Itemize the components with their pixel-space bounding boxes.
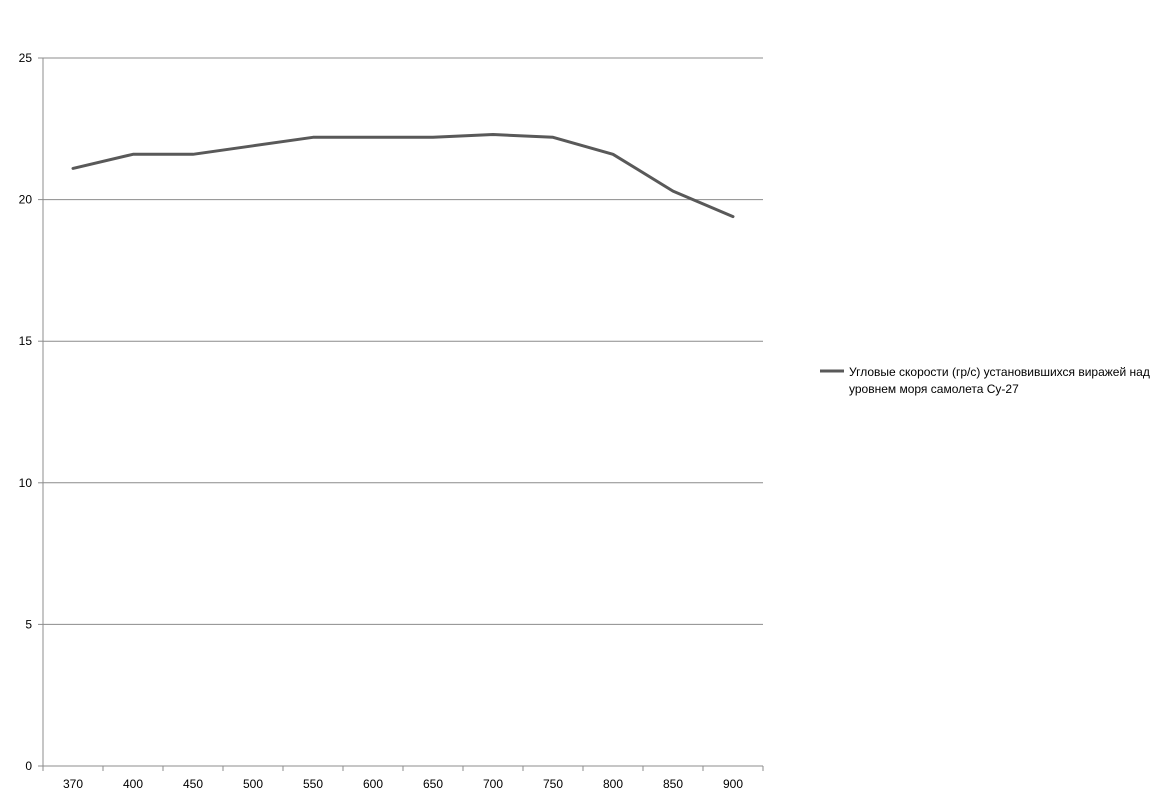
legend-label-line-2: уровнем моря самолета Су-27 <box>849 382 1019 396</box>
y-tick-label-0: 0 <box>25 759 32 773</box>
x-tick-label-400: 400 <box>123 777 143 791</box>
y-tick-label-25: 25 <box>19 51 33 65</box>
legend: Угловые скорости (гр/с) установившихся в… <box>820 365 1150 396</box>
x-tick-label-450: 450 <box>183 777 203 791</box>
x-tick-label-800: 800 <box>603 777 623 791</box>
series-line-0 <box>71 133 735 219</box>
gridlines <box>43 57 763 625</box>
x-tick-label-750: 750 <box>543 777 563 791</box>
x-tick-label-370: 370 <box>63 777 83 791</box>
x-tick-label-900: 900 <box>723 777 743 791</box>
series-group <box>71 133 735 219</box>
y-tick-label-5: 5 <box>25 617 32 631</box>
x-tick-label-550: 550 <box>303 777 323 791</box>
y-tick-label-15: 15 <box>19 334 33 348</box>
y-tick-label-20: 20 <box>19 193 33 207</box>
axes <box>42 58 763 767</box>
x-tick-label-500: 500 <box>243 777 263 791</box>
legend-label-line-1: Угловые скорости (гр/с) установившихся в… <box>849 365 1150 379</box>
y-axis-ticks: 0 5 10 15 20 25 <box>19 51 43 773</box>
x-axis-ticks: 370 400 450 500 550 600 650 700 750 800 850 900 <box>42 766 764 791</box>
y-tick-label-10: 10 <box>19 476 33 490</box>
x-tick-label-650: 650 <box>423 777 443 791</box>
x-tick-label-700: 700 <box>483 777 503 791</box>
x-tick-label-850: 850 <box>663 777 683 791</box>
x-tick-label-600: 600 <box>363 777 383 791</box>
